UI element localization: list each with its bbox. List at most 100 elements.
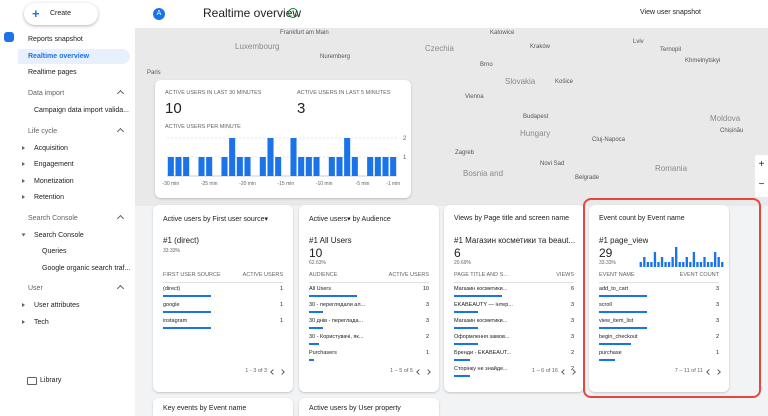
page-prev[interactable] <box>270 369 276 375</box>
row-value: 2 <box>715 334 719 340</box>
nav-item[interactable]: Realtime overview <box>18 49 130 64</box>
x-tick-label: -10 min <box>316 181 333 187</box>
row-label: Бренди - EKABEAUT... <box>454 350 512 356</box>
row-bar <box>599 327 647 329</box>
avatar[interactable]: A <box>153 8 165 20</box>
bar <box>229 138 236 176</box>
row-label: All Users <box>309 286 332 292</box>
nav-item[interactable]: Tech <box>34 318 49 326</box>
divider <box>163 282 283 283</box>
top-value: 6 <box>454 246 461 260</box>
row-label: 30 - переглядали ал... <box>309 302 366 308</box>
row-bar <box>163 295 211 297</box>
card: Key events by Event name <box>153 398 293 416</box>
row-value: 2 <box>570 350 574 356</box>
spark-bar <box>667 262 671 267</box>
card-title: Active users by User property <box>309 405 401 412</box>
highlight-box <box>583 198 761 398</box>
page-prev[interactable] <box>561 369 567 375</box>
bar <box>367 157 374 176</box>
nav-item[interactable]: Campaign data import valida... <box>34 107 129 114</box>
pagination: 7 – 11 of 11 <box>674 368 703 374</box>
nav-item[interactable]: Monetization <box>34 177 74 185</box>
nav-item[interactable]: Realtime pages <box>28 69 77 76</box>
expand-arrow <box>22 178 25 183</box>
page-next[interactable] <box>570 369 576 375</box>
row-label: Сторінку не знайде... <box>454 366 508 372</box>
create-label: Create <box>50 10 72 17</box>
spark-bar <box>685 257 688 267</box>
card: Active users by User property <box>299 398 439 416</box>
top-item: #1 (direct) <box>163 236 200 245</box>
bar <box>206 157 213 176</box>
spark-bar <box>721 262 724 267</box>
snapshot-link[interactable]: View user snapshot <box>640 9 701 16</box>
bar <box>390 157 397 176</box>
map-label: Romania <box>655 164 688 173</box>
row-value: 2 <box>570 366 574 372</box>
row-label: add_to_cart <box>599 286 629 292</box>
bar <box>305 157 312 176</box>
zoom-controls[interactable]: + − <box>755 155 768 197</box>
nav-item[interactable]: Acquisition <box>34 144 68 152</box>
map-label: Khmelnytskyi <box>685 58 721 64</box>
spark-bar <box>639 262 642 267</box>
plus-icon: + <box>32 6 40 21</box>
row-bar <box>599 295 647 297</box>
top-percent: 33.33% <box>599 260 616 266</box>
column-header: FIRST USER SOURCE <box>163 272 221 278</box>
expand-arrow <box>21 233 26 236</box>
divider <box>599 282 719 283</box>
card: Views by Page title and screen name #1 Ма… <box>444 205 584 392</box>
page-next[interactable] <box>425 369 431 375</box>
card: Active users▾ by Audience #1 All Users 10 6… <box>299 205 439 392</box>
page-prev[interactable] <box>416 369 422 375</box>
nav-item[interactable]: Retention <box>34 194 64 201</box>
expand-arrow <box>22 195 25 199</box>
row-label: purchase <box>599 350 622 356</box>
row-bar <box>454 327 478 329</box>
column-header: EVENT NAME <box>599 272 635 278</box>
row-bar <box>454 359 470 361</box>
spark-bar <box>717 257 720 267</box>
nav-item[interactable]: Queries <box>42 248 67 255</box>
row-label: begin_checkout <box>599 334 638 340</box>
expand-arrow <box>22 303 25 307</box>
row-value: 1 <box>279 318 283 324</box>
card-title: Event count by Event name <box>599 215 685 222</box>
page-next[interactable] <box>279 369 285 375</box>
nav-item[interactable]: Reports snapshot <box>28 36 83 43</box>
spark-bar <box>706 262 710 267</box>
row-label: EKABEAUTY — інтер... <box>454 302 513 308</box>
page-title: Realtime overview <box>203 6 302 20</box>
row-label: google <box>163 302 180 308</box>
spark-bar <box>689 262 692 267</box>
nav-item[interactable]: Library <box>40 377 62 384</box>
row-bar <box>599 359 615 361</box>
create-button[interactable]: Create <box>24 3 98 25</box>
nav-item[interactable]: User attributes <box>34 302 80 309</box>
reports-icon[interactable] <box>4 32 14 42</box>
bar <box>290 138 297 176</box>
spark-bar <box>646 262 650 267</box>
metric-label: ACTIVE USERS IN LAST 30 MINUTES <box>165 90 262 96</box>
bar <box>382 157 389 176</box>
map-label: Košice <box>555 79 574 85</box>
expand-arrow <box>22 145 25 150</box>
nav-section-title: Search Console <box>28 214 78 222</box>
x-tick-label: -20 min <box>239 181 256 187</box>
column-header: ACTIVE USERS <box>242 272 283 278</box>
spark-bar <box>643 257 646 267</box>
bar <box>298 157 305 176</box>
nav-item[interactable]: Engagement <box>34 161 74 168</box>
nav-section-title: User <box>28 285 43 292</box>
top-bar <box>135 0 768 29</box>
row-label: 30 - Користувачі, як... <box>309 334 364 340</box>
x-tick-label: -25 min <box>201 181 218 187</box>
nav-item[interactable]: Google organic search traf... <box>42 264 131 272</box>
spark-bar <box>664 262 667 267</box>
row-value: 3 <box>425 318 429 324</box>
chart-title: ACTIVE USERS PER MINUTE <box>165 124 241 130</box>
nav-item[interactable]: Search Console <box>34 231 84 239</box>
